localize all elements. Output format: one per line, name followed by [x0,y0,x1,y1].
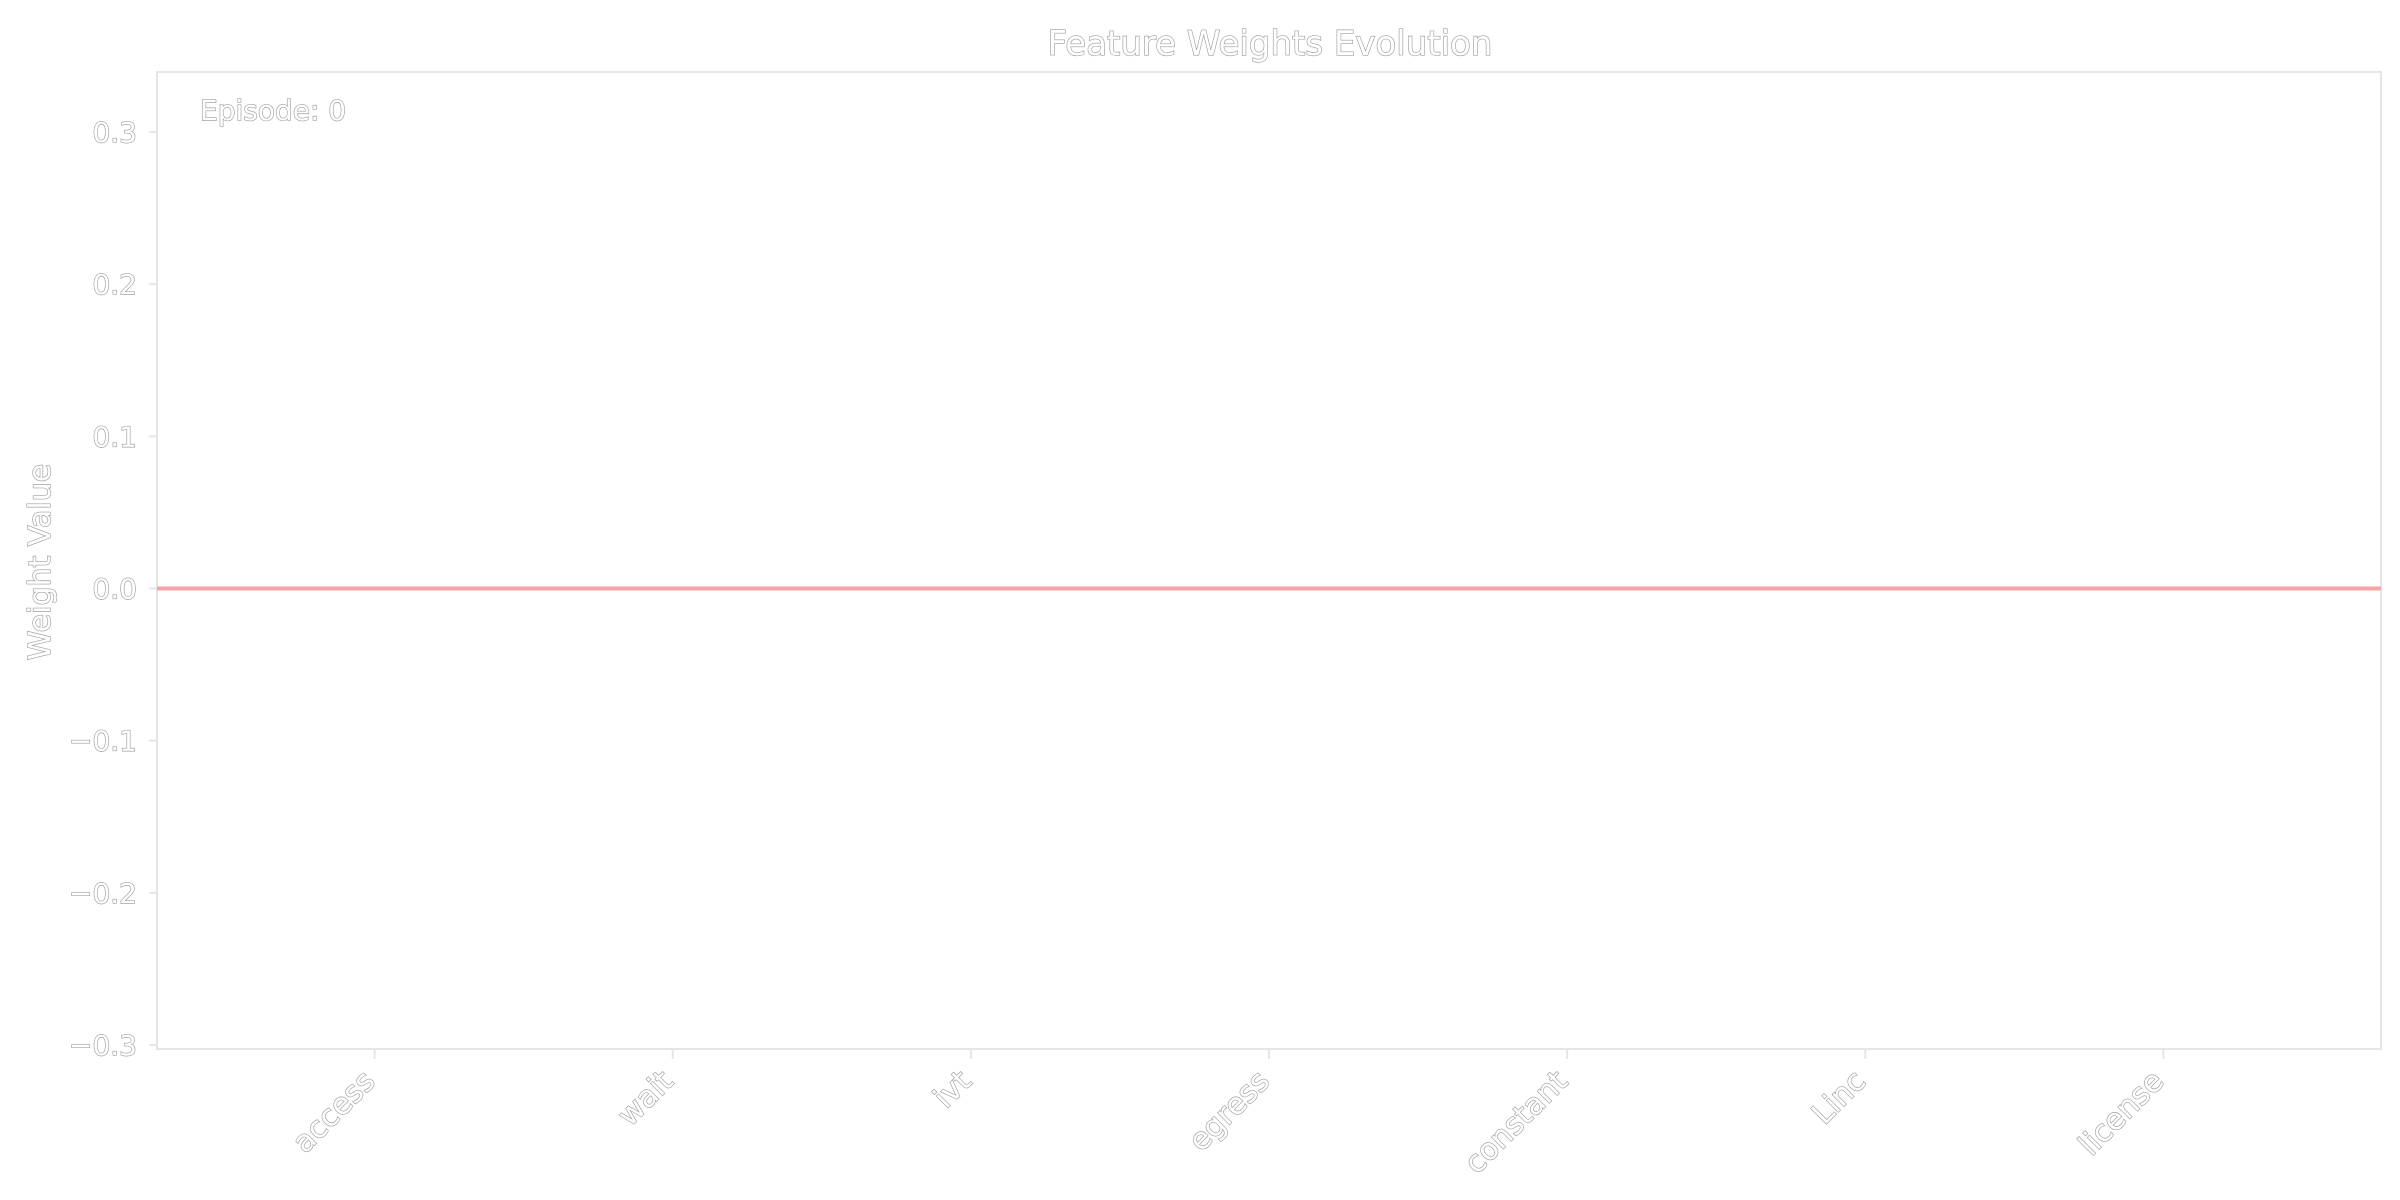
episode-annotation: Episode: 0 [200,94,346,127]
y-tick-label: −0.1 [69,725,137,758]
y-tick-label: −0.3 [69,1029,137,1062]
y-tick-label: 0.0 [92,573,137,606]
y-tick-label: 0.2 [92,268,137,301]
y-tick-label: 0.1 [92,420,137,453]
y-tick-label: 0.3 [92,116,137,149]
y-tick-label: −0.2 [69,877,137,910]
y-axis-label: Weight Value [23,464,58,660]
chart-title: Feature Weights Evolution [1048,24,1493,64]
y-axis-ticks: 0.3 0.2 0.1 0.0 −0.1 −0.2 −0.3 [68,115,157,1063]
